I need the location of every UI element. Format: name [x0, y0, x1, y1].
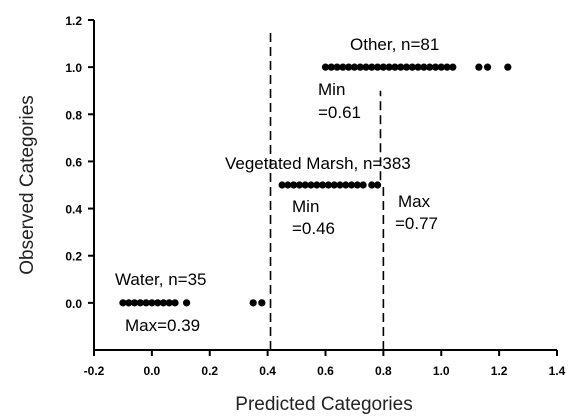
- data-point: [353, 181, 361, 189]
- data-point: [307, 181, 315, 189]
- data-point: [301, 181, 309, 189]
- annotation-marsh-min-1: Min: [292, 197, 319, 216]
- data-point: [119, 299, 127, 307]
- data-point: [125, 299, 133, 307]
- data-point: [408, 63, 416, 71]
- y-tick-label: 0.6: [65, 155, 82, 169]
- data-point: [373, 181, 382, 189]
- data-point: [278, 181, 286, 189]
- data-point: [373, 63, 382, 71]
- dashed-threshold-lines: [269, 31, 385, 350]
- x-ticks: -0.2 0.0 0.2 0.4 0.6 0.8 1.0 1.2 1.4: [84, 350, 566, 378]
- data-point: [449, 63, 457, 71]
- data-point: [347, 181, 356, 189]
- y-ticks: 0.0 0.2 0.4 0.6 0.8 1.0 1.2: [65, 14, 94, 311]
- data-point: [420, 63, 428, 71]
- data-point: [148, 299, 156, 307]
- annotation-water-label: Water, n=35: [115, 270, 207, 289]
- data-point: [368, 181, 376, 189]
- annotation-other-label: Other, n=81: [350, 35, 439, 54]
- y-tick-label: 0.8: [65, 108, 82, 122]
- x-tick-label: 0.6: [317, 364, 334, 378]
- data-point: [443, 63, 451, 71]
- data-points: [119, 63, 512, 307]
- x-tick-label: 1.0: [433, 364, 450, 378]
- y-tick-label: 1.0: [65, 61, 82, 75]
- annotation-other-min-2: =0.61: [318, 103, 361, 122]
- data-point: [330, 181, 338, 189]
- data-point: [142, 299, 150, 307]
- data-point: [504, 63, 512, 71]
- data-point: [431, 63, 440, 71]
- data-point: [402, 63, 411, 71]
- data-point: [336, 181, 344, 189]
- annotation-marsh-max-1: Max: [398, 192, 431, 211]
- data-point: [171, 299, 179, 307]
- data-point: [130, 299, 139, 307]
- data-point: [295, 181, 304, 189]
- data-point: [159, 299, 168, 307]
- data-point: [342, 181, 350, 189]
- data-point: [362, 63, 370, 71]
- data-point: [359, 181, 367, 189]
- y-tick-label: 0.4: [65, 203, 82, 217]
- x-tick-label: 0.4: [259, 364, 276, 378]
- data-point: [313, 181, 321, 189]
- data-point: [324, 181, 332, 189]
- x-axis-title: Predicted Categories: [235, 394, 412, 415]
- data-point: [437, 63, 445, 71]
- x-tick-label: 0.2: [201, 364, 218, 378]
- data-point: [385, 63, 393, 71]
- data-point: [284, 181, 292, 189]
- annotation-marsh-max-2: =0.77: [395, 214, 438, 233]
- data-point: [339, 63, 347, 71]
- data-point: [397, 63, 405, 71]
- y-tick-label: 1.2: [65, 14, 82, 28]
- data-point: [249, 299, 257, 307]
- annotation-water-max: Max=0.39: [125, 316, 200, 335]
- data-point: [356, 63, 364, 71]
- data-point: [368, 63, 376, 71]
- y-axis-title: Observed Categories: [17, 95, 38, 275]
- data-point: [258, 299, 266, 307]
- annotations: Water, n=35 Max=0.39 Vegetated Marsh, n=38…: [115, 35, 439, 335]
- data-point: [136, 299, 144, 307]
- annotation-marsh-label: Vegetated Marsh, n=383: [225, 154, 411, 173]
- data-point: [345, 63, 353, 71]
- x-tick-label: 1.2: [491, 364, 508, 378]
- data-point: [319, 181, 327, 189]
- x-tick-label: 0.8: [375, 364, 392, 378]
- y-tick-label: 0.2: [65, 250, 82, 264]
- annotation-other-min-1: Min: [318, 80, 345, 99]
- data-point: [379, 63, 387, 71]
- data-point: [290, 181, 298, 189]
- x-tick-label: -0.2: [84, 364, 105, 378]
- y-tick-label: 0.0: [65, 297, 82, 311]
- data-point: [165, 299, 173, 307]
- data-point: [391, 63, 399, 71]
- annotation-marsh-min-2: =0.46: [292, 219, 335, 238]
- x-tick-label: 1.4: [549, 364, 566, 378]
- data-point: [154, 299, 162, 307]
- data-point: [183, 299, 191, 307]
- data-point: [333, 63, 341, 71]
- data-point: [483, 63, 492, 71]
- data-point: [327, 63, 335, 71]
- data-point: [350, 63, 359, 71]
- data-point: [414, 63, 422, 71]
- data-point: [321, 63, 330, 71]
- data-point: [426, 63, 434, 71]
- x-tick-label: 0.0: [144, 364, 161, 378]
- data-point: [475, 63, 483, 71]
